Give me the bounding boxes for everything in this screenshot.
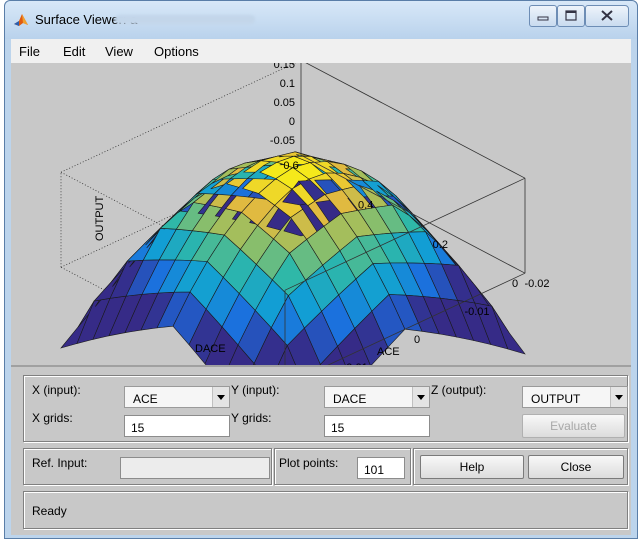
z-output-select[interactable]: OUTPUT [522, 386, 628, 408]
chevron-down-icon [212, 387, 229, 407]
y-input-select[interactable]: DACE [324, 386, 430, 408]
axes-edge [60, 63, 296, 173]
surface-patch [491, 306, 526, 355]
y-tick-label: 0 [512, 278, 518, 290]
z-tick-label: -0.05 [270, 135, 295, 147]
y-input-value: DACE [333, 392, 367, 406]
ref-input-field[interactable] [120, 457, 270, 479]
status-bar: Ready [23, 491, 628, 529]
x-input-label: X (input): [32, 383, 81, 397]
window-title: Surface Viewer: a [35, 12, 138, 27]
ref-input-label: Ref. Input: [32, 456, 88, 470]
close-window-button[interactable] [585, 5, 629, 27]
menu-file[interactable]: File [19, 44, 40, 59]
x-tick-label: -0.01 [464, 306, 489, 318]
client-area: 0.150.10.050-0.05-0.02-0.0100.010.0200.2… [11, 63, 631, 535]
evaluate-button[interactable]: Evaluate [522, 414, 625, 438]
x-grids-label: X grids: [32, 411, 73, 425]
axes-edge [300, 154, 526, 274]
axis-selection-group: X (input): ACE Y (input): DACE Z (output… [23, 375, 628, 442]
close-icon [601, 10, 613, 21]
y-tick-label: 0.2 [433, 239, 448, 251]
y-tick-label: 0.4 [358, 200, 373, 212]
surface-plot[interactable]: 0.150.10.050-0.05-0.02-0.0100.010.0200.2… [11, 63, 631, 365]
panel-separator [11, 365, 631, 367]
z-tick-label: 0 [289, 116, 295, 128]
z-axis-label: OUTPUT [94, 196, 106, 242]
surface-mesh [60, 151, 526, 365]
status-text: Ready [32, 504, 67, 518]
chevron-down-icon [610, 387, 627, 407]
x-input-select[interactable]: ACE [124, 386, 230, 408]
x-tick-label: -0.02 [524, 278, 549, 290]
x-tick-label: 0 [414, 334, 420, 346]
chevron-down-icon [412, 387, 429, 407]
z-output-label: Z (output): [431, 383, 487, 397]
axes-box-front [284, 63, 526, 365]
z-output-value: OUTPUT [531, 392, 581, 406]
title-redaction [115, 15, 255, 24]
plot-points-input[interactable]: 101 [357, 457, 405, 479]
x-input-value: ACE [133, 392, 158, 406]
plot-points-group: Plot points: 101 [274, 448, 411, 485]
menu-view[interactable]: View [105, 44, 133, 59]
help-button[interactable]: Help [420, 455, 524, 479]
ref-input-group: Ref. Input: [23, 448, 272, 485]
x-tick-label: 0.01 [346, 362, 367, 365]
plot-points-label: Plot points: [279, 456, 339, 470]
menu-options[interactable]: Options [154, 44, 199, 59]
menu-bar: File Edit View Options [11, 39, 631, 64]
y-axis-label: DACE [195, 343, 226, 355]
y-input-label: Y (input): [231, 383, 280, 397]
plot-area: 0.150.10.050-0.05-0.02-0.0100.010.0200.2… [11, 63, 631, 365]
action-buttons-group: Help Close [413, 448, 628, 485]
minimize-button[interactable] [529, 5, 557, 27]
axis-ticks: 0.150.10.050-0.05-0.02-0.0100.010.0200.2… [270, 63, 550, 365]
z-tick-label: 0.1 [280, 78, 295, 90]
axes-edge [284, 177, 526, 291]
minimize-icon [537, 16, 549, 21]
z-tick-label: 0.05 [274, 97, 295, 109]
axes-edge [327, 272, 526, 365]
surface-viewer-window: Surface Viewer: a File Edit View Options… [4, 0, 638, 539]
z-tick-label: 0.15 [274, 63, 295, 71]
x-grids-input[interactable]: 15 [124, 415, 230, 437]
y-grids-label: Y grids: [231, 411, 272, 425]
surface-patch [278, 151, 312, 157]
maximize-icon [565, 10, 577, 21]
axes-edge [305, 63, 526, 179]
x-axis-label: ACE [377, 346, 400, 358]
menu-edit[interactable]: Edit [63, 44, 86, 59]
title-bar[interactable]: Surface Viewer: a [5, 1, 637, 39]
y-grids-input[interactable]: 15 [324, 415, 430, 437]
y-tick-label: 0.6 [283, 160, 298, 172]
maximize-button[interactable] [557, 5, 585, 27]
matlab-logo-icon [14, 14, 28, 26]
close-button[interactable]: Close [528, 455, 624, 479]
